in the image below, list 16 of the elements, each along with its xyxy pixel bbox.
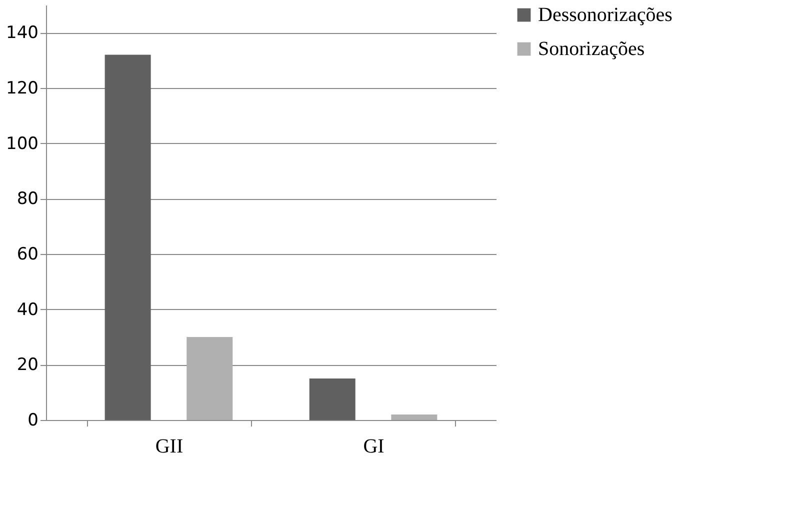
bar: [391, 414, 438, 420]
y-tick-label: 80: [16, 189, 38, 210]
y-tick-label: 40: [16, 300, 38, 320]
bar: [309, 378, 356, 420]
y-tick-label: 100: [6, 134, 38, 154]
bar: [104, 54, 151, 420]
y-tick-label: 60: [16, 244, 38, 264]
y-tick-label: 140: [6, 23, 38, 44]
x-tick-label: GI: [363, 436, 384, 458]
y-tick-label: 120: [6, 78, 38, 98]
x-tick-label: GII: [155, 436, 184, 458]
y-tick-label: 20: [16, 355, 38, 376]
bar: [186, 337, 233, 420]
legend-label: Dessonorizações: [538, 4, 673, 26]
legend-label: Sonorizações: [538, 38, 645, 60]
y-tick-label: 0: [28, 410, 38, 430]
